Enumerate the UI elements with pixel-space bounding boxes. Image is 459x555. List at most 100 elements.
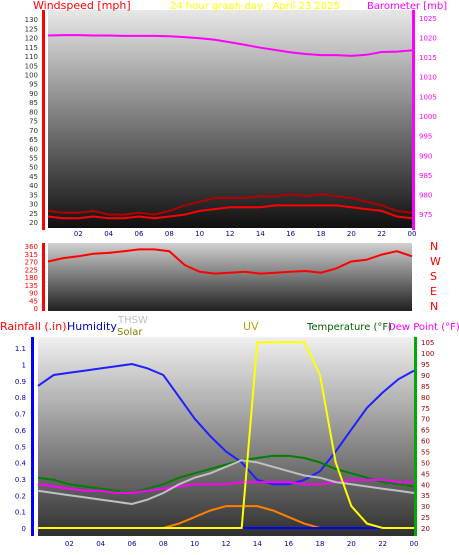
wind-axis-tick-label: 120 (25, 35, 38, 43)
temperature-axis-tick-label: 55 (421, 448, 430, 456)
wind-axis-tick-label: 45 (29, 173, 38, 181)
temperature-axis-tick-label: 65 (421, 427, 430, 435)
wind-axis-tick-label: 60 (29, 145, 38, 153)
panel-mid-bg (48, 243, 412, 311)
direction-label: N (430, 240, 438, 253)
direction-axis-bar (42, 243, 45, 311)
x-tick-label-bottom: 08 (159, 540, 168, 548)
barometer-axis-tick-label: 1010 (419, 74, 437, 82)
rain-axis-tick-label: 1 (22, 362, 26, 370)
x-tick-label-top: 16 (286, 230, 295, 238)
direction-label: S (430, 270, 437, 283)
rain-axis-tick-label: 0.5 (15, 443, 26, 451)
rain-axis-tick-label: 0 (22, 525, 26, 533)
temperature-axis-tick-label: 75 (421, 405, 430, 413)
rain-axis-tick-label: 0.4 (15, 460, 27, 468)
barometer-axis-tick-label: 975 (419, 211, 432, 219)
header-center-title: 24 hour graph day : April 23 2025 (170, 1, 340, 12)
temperature-axis-tick-label: 40 (421, 481, 430, 489)
x-tick-label-bottom: 02 (65, 540, 74, 548)
temperature-axis-tick-label: 95 (421, 361, 430, 369)
x-tick-label-top: 18 (317, 230, 326, 238)
direction-axis-tick-label: 180 (25, 274, 38, 282)
barometer-axis-tick-label: 1005 (419, 93, 437, 101)
barometer-axis-tick-label: 1020 (419, 34, 437, 42)
header-left-title: Windspeed [mph] (33, 0, 131, 12)
wind-direction-series-line (47, 248, 413, 275)
x-tick-label-top: 22 (377, 230, 386, 238)
direction-axis-tick-label: 90 (29, 290, 38, 298)
panel-top-bg (48, 10, 412, 228)
x-tick-label-bottom: 04 (96, 540, 105, 548)
wind-axis-tick-label: 55 (29, 154, 38, 162)
rain-axis-tick-label: 0.9 (15, 378, 26, 386)
label-dewpoint: Dew Point (°F) (388, 322, 459, 333)
barometer-axis-bar (412, 10, 415, 230)
x-tick-label-top: 10 (195, 230, 204, 238)
temperature-axis-tick-label: 45 (421, 470, 430, 478)
direction-axis-tick-label: 270 (25, 259, 38, 267)
wind-axis-tick-label: 90 (29, 90, 38, 98)
label-humidity: Humidity (67, 320, 117, 333)
panel-bottom-bg (38, 337, 414, 536)
temperature-axis-tick-label: 80 (421, 394, 430, 402)
gust-series-line (47, 193, 413, 216)
wind-axis-tick-label: 75 (29, 118, 38, 126)
barometer-axis-tick-label: 1000 (419, 113, 437, 121)
wind-axis-tick-label: 30 (29, 201, 38, 209)
x-tick-label-bottom: 22 (378, 540, 387, 548)
wind-axis-tick-label: 100 (25, 72, 38, 80)
humidity-axis-bar (31, 337, 34, 536)
rain-axis-tick-label: 0.8 (15, 394, 26, 402)
x-tick-label-top: 08 (165, 230, 174, 238)
temperature-axis-tick-label: 50 (421, 459, 430, 467)
wind-axis-tick-label: 115 (25, 44, 38, 52)
temperature-axis-bar (414, 337, 417, 536)
x-tick-label-top: 00 (408, 230, 417, 238)
direction-label: N (430, 300, 438, 313)
direction-axis-tick-label: 45 (29, 297, 38, 305)
label-thsw: THSW (117, 315, 148, 326)
wind-axis-tick-label: 130 (25, 16, 38, 24)
x-tick-label-top: 12 (226, 230, 235, 238)
wind-axis-tick-label: 40 (29, 182, 38, 190)
direction-axis-tick-label: 360 (25, 243, 38, 251)
temperature-axis-tick-label: 100 (421, 350, 434, 358)
label-solar: Solar (117, 327, 143, 338)
wind-axis-tick-label: 35 (29, 191, 38, 199)
barometer-axis-tick-label: 985 (419, 172, 432, 180)
temperature-axis-tick-label: 30 (421, 503, 430, 511)
x-tick-label-bottom: 10 (190, 540, 199, 548)
x-tick-label-top: 04 (104, 230, 113, 238)
temperature-axis-tick-label: 60 (421, 438, 430, 446)
x-tick-label-bottom: 00 (410, 540, 419, 548)
wind-axis-tick-label: 95 (29, 81, 38, 89)
wind-axis-tick-label: 105 (25, 62, 38, 70)
wind-axis-tick-label: 125 (25, 25, 38, 33)
direction-axis-tick-label: 135 (25, 282, 38, 290)
wind-axis-tick-label: 85 (29, 99, 38, 107)
series-layer (37, 34, 415, 529)
uv-series-line (38, 341, 414, 529)
x-tick-label-bottom: 12 (222, 540, 231, 548)
dew-point-f-series-line (37, 478, 414, 494)
x-tick-label-bottom: 06 (128, 540, 137, 548)
barometer-axis-tick-label: 995 (419, 133, 432, 141)
temperature-f-series-line (37, 454, 415, 495)
temperature-axis-tick-label: 20 (421, 525, 430, 533)
windspeed-series-line (47, 204, 413, 220)
x-tick-label-top: 20 (347, 230, 356, 238)
barometer-axis-tick-label: 990 (419, 152, 432, 160)
rain-axis-tick-label: 0.2 (15, 492, 26, 500)
x-tick-label-top: 02 (74, 230, 83, 238)
rain-axis-tick-label: 0.6 (15, 427, 27, 435)
label-uv: UV (243, 320, 259, 333)
wind-axis-tick-label: 80 (29, 108, 38, 116)
ticks-layer: 2025303540455055606570758085909510010511… (15, 15, 437, 548)
wind-axis-bar (42, 10, 45, 230)
direction-axis-tick-label: 315 (25, 251, 38, 259)
rain-axis-tick-label: 0.1 (15, 509, 26, 517)
barometer-axis-tick-label: 1025 (419, 15, 437, 23)
